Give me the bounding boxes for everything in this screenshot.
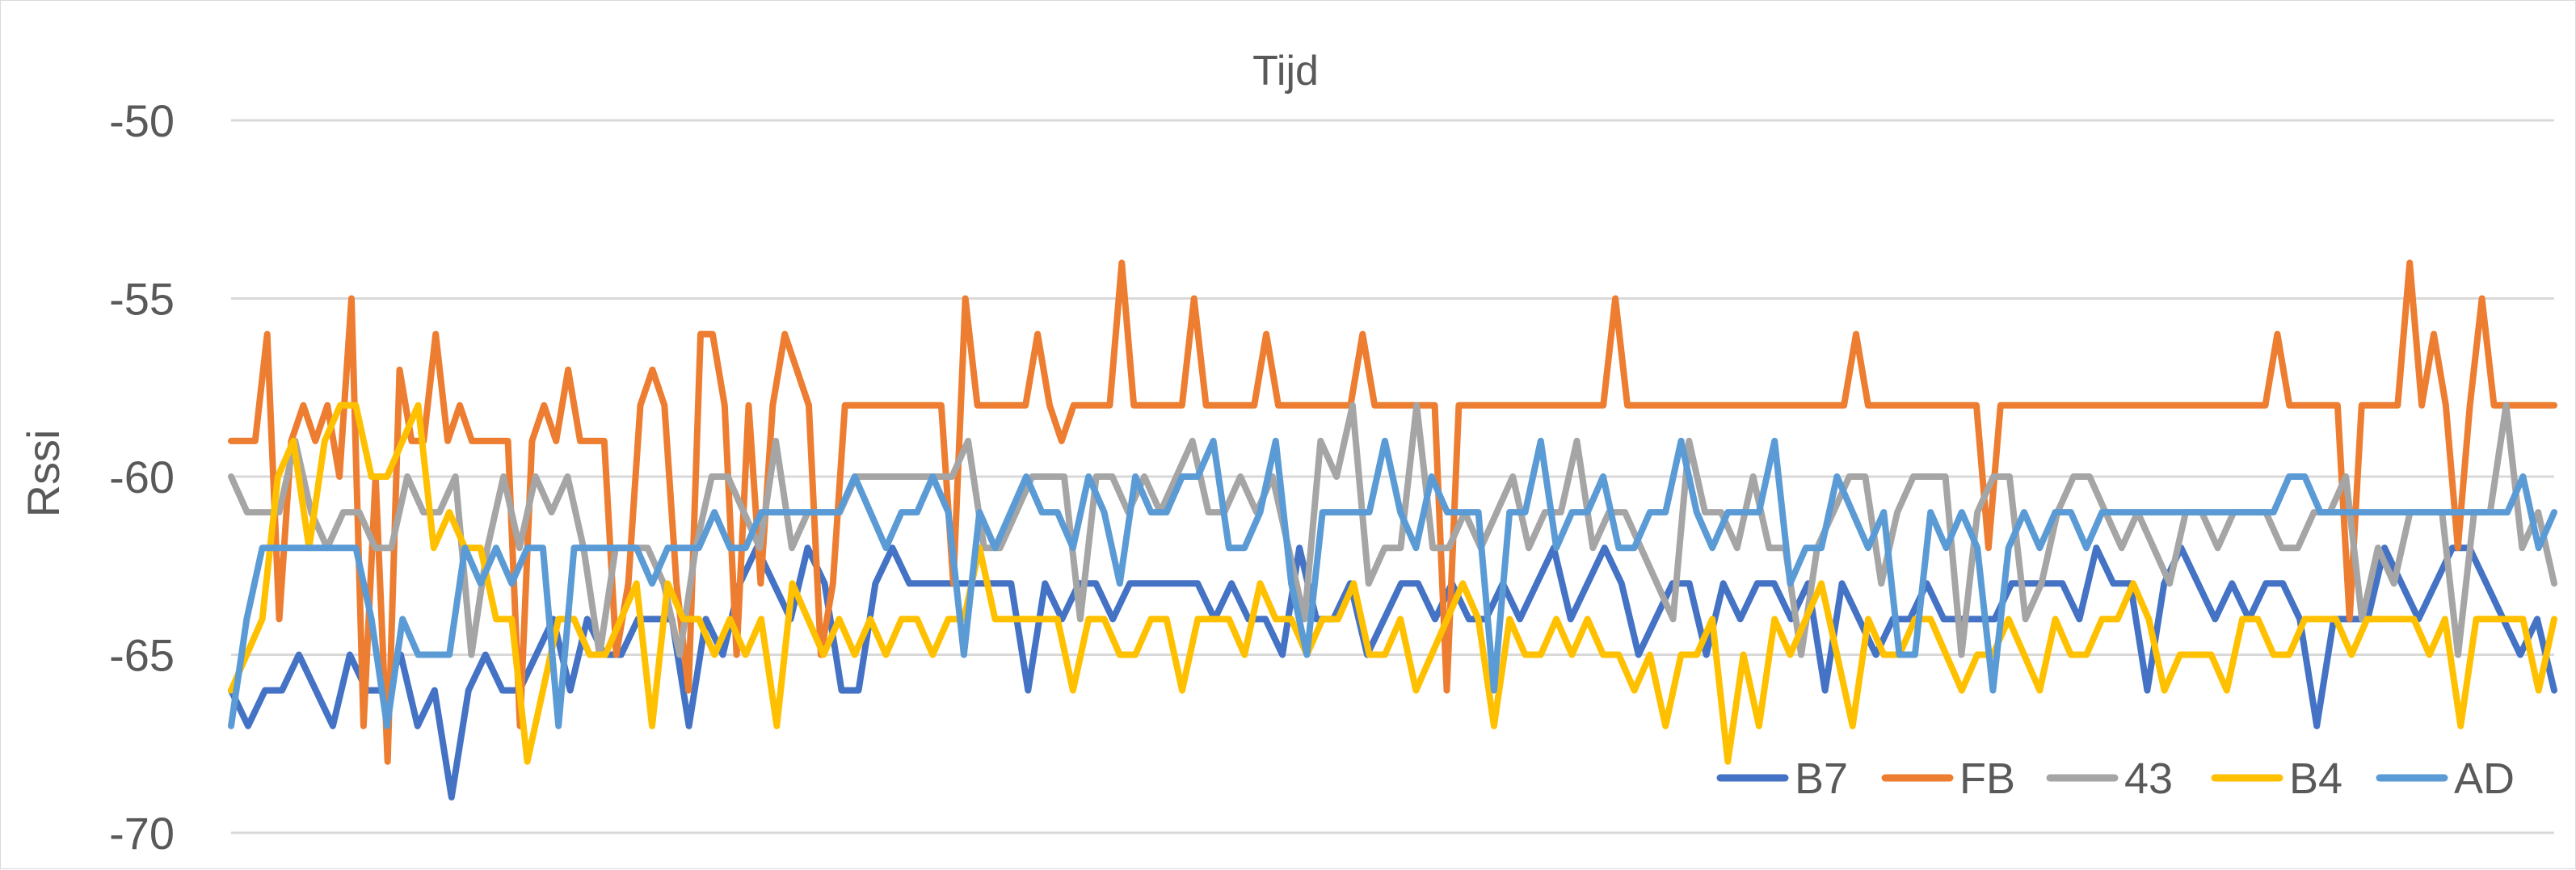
y-axis-ticks: -50 -55 -60 -65 -70 [109, 95, 175, 859]
series-line-ad [228, 437, 2557, 729]
legend-label-43: 43 [2124, 754, 2173, 803]
legend-label-b4: B4 [2289, 754, 2342, 803]
legend: B7 FB 43 B4 AD [1716, 754, 2515, 803]
y-tick-label: -50 [109, 95, 175, 146]
legend-label-b7: B7 [1795, 754, 1848, 803]
chart-title: Tijd [1252, 48, 1319, 95]
y-tick-label: -70 [109, 808, 175, 859]
y-tick-label: -60 [109, 452, 175, 502]
series-line-b7 [228, 544, 2557, 801]
legend-label-fb: FB [1959, 754, 2015, 803]
y-tick-label: -55 [109, 274, 175, 325]
y-tick-label: -65 [109, 630, 175, 681]
series-line-fb [228, 259, 2557, 765]
series-lines [228, 259, 2557, 801]
series-line-b4 [228, 401, 2557, 765]
y-axis-label: Rssi [18, 430, 69, 518]
legend-label-ad: AD [2454, 754, 2515, 803]
